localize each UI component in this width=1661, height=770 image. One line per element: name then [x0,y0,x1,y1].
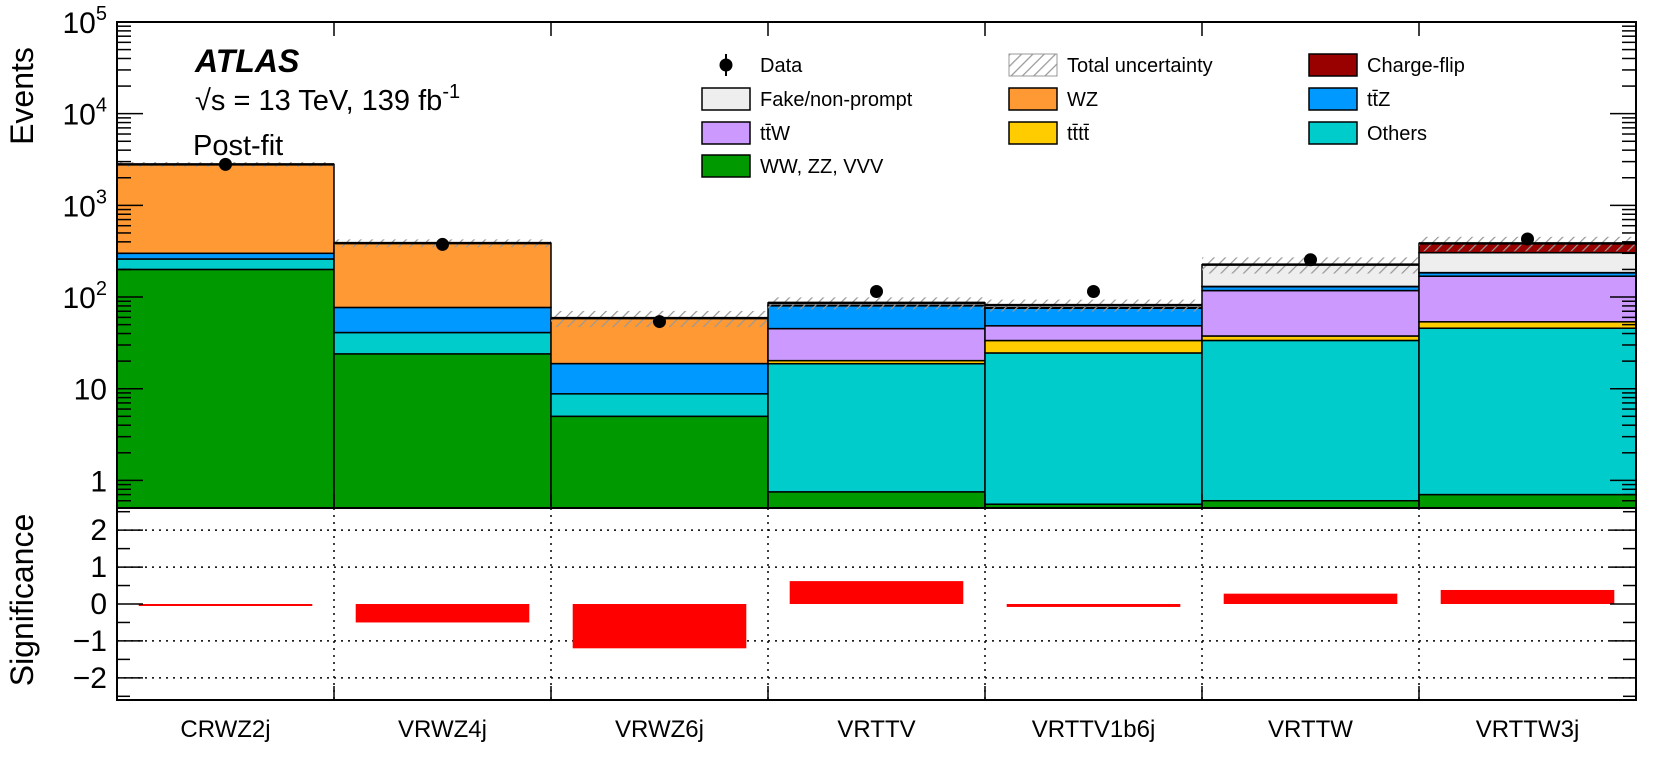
significance-bar [1440,589,1615,604]
data-point [653,315,666,329]
legend-label: Others [1367,123,1427,145]
legend-swatch [1008,87,1058,111]
significance-bar [138,604,313,606]
legend-label: WW, ZZ, VVV [760,156,884,178]
y-tick-label: 10 [74,374,107,407]
significance-bar [1223,593,1398,604]
x-category-label: VRTTV1b6j [1032,716,1156,743]
x-category-label: VRTTW [1268,716,1353,743]
stack-segment [116,163,335,255]
y-tick-label: 1 [90,551,107,584]
legend-label: WZ [1067,89,1098,111]
stack-segment [333,331,552,355]
significance-bar [1006,604,1181,607]
legend-label: Charge-flip [1367,55,1465,77]
stack-segment [1418,327,1637,496]
data-point [436,237,449,251]
stack-segment [1418,321,1637,329]
y-tick-label: 0 [90,588,107,621]
data-point [1087,284,1100,298]
stack-segment [984,352,1203,505]
x-category-label: VRTTV [837,716,915,743]
y-tick-label: 104 [63,95,108,132]
top-panel: 1 10 102 103 104 105 [63,3,1637,509]
stack-segment [984,325,1203,342]
atlas-label: ATLAS [194,43,300,79]
y-tick-label: 105 [63,3,108,40]
stack-segment [1201,289,1420,337]
significance-panel: 2 1 0 −1 −2 CRWZ2j VRWZ4j VRWZ6j VRTTV VRTTV1b6j V… [73,507,1637,743]
x-category-label: VRWZ6j [615,716,704,743]
stack-segment [1418,275,1637,323]
stack-segment [333,306,552,334]
y-tick-label: −1 [73,625,107,658]
y-tick-label: 102 [63,278,108,315]
significance-bar [789,581,964,604]
x-category-label: CRWZ2j [180,716,270,743]
y-tick-label: −2 [73,662,107,695]
stack-segment [1418,493,1637,509]
stack-segment [116,268,335,509]
stack-segment [333,353,552,509]
legend-swatch [1308,121,1358,145]
significance-bar [355,604,530,623]
y-tick-label: 103 [63,186,108,223]
legend-label: tt̄W [760,123,790,145]
stack-segment [1418,251,1637,274]
y-axis-title-significance: Significance [4,514,40,687]
y-tick-label: 2 [90,514,107,547]
legend-swatch-hatch [1008,53,1058,77]
legend-label: tt̄Z [1367,89,1390,111]
legend-label: Data [760,55,803,77]
fit-label: Post-fit [193,130,283,162]
legend-swatch [701,121,751,145]
significance-bar [572,604,747,649]
legend-label: tt̄tt̄ [1067,123,1090,145]
y-axis-title-events: Events [4,47,40,145]
stack-segment [116,258,335,271]
stack-segment [767,491,986,509]
legend-swatch [1308,53,1358,77]
legend: Data Total uncertainty Charge-flip Fake/non… [701,53,1465,178]
legend-label: Total uncertainty [1067,55,1213,77]
stack-segment [550,393,769,418]
data-point [870,284,883,298]
x-category-label: VRTTW3j [1476,716,1580,743]
stack-segment [550,362,769,395]
legend-label: Fake/non-prompt [760,89,913,111]
stack-segment [767,327,986,362]
stack-segment [767,362,986,493]
stack-segment [1201,339,1420,502]
data-point [1304,253,1317,267]
x-category-label: VRWZ4j [398,716,487,743]
legend-swatch [701,154,751,178]
energy-lumi-label: √s = 13 TeV, 139 fb-1 [195,81,460,117]
data-point [219,157,232,171]
stack-segment [1201,499,1420,509]
data-point [1521,232,1534,246]
stack-segment [116,252,335,260]
legend-swatch [1008,121,1058,145]
stack-segment [333,242,552,309]
legend-swatch [1308,87,1358,111]
y-tick-label: 1 [90,465,107,498]
legend-swatch [701,87,751,111]
stack-segment [550,415,769,509]
legend-swatch-data [719,58,733,72]
stack-segment [984,339,1203,354]
